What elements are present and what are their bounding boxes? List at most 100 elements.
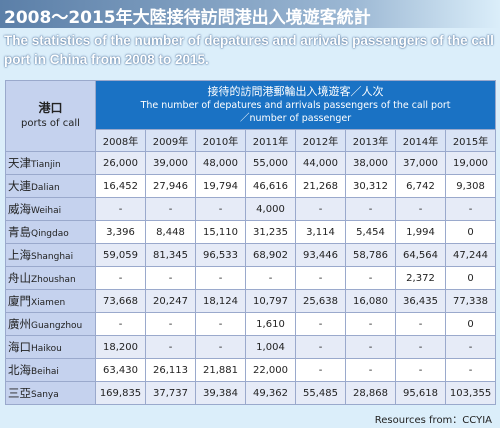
port-en: Tianjin <box>31 160 61 170</box>
value-cell: 38,000 <box>345 151 396 175</box>
value-cell: 1,610 <box>245 312 296 336</box>
value-cell: 0 <box>444 266 497 290</box>
value-cell: 31,235 <box>245 220 296 244</box>
year-header: 2015年 <box>444 129 497 152</box>
port-cn: 大連 <box>8 179 31 193</box>
value-cell: - <box>345 312 396 336</box>
value-cell: 21,881 <box>195 358 246 382</box>
subtitle: The statistics of the number of depature… <box>4 33 494 67</box>
value-cell: - <box>195 197 246 221</box>
value-cell: - <box>195 266 246 290</box>
port-cn: 海口 <box>8 340 31 354</box>
year-header: 2013年 <box>345 129 396 152</box>
value-cell: - <box>444 197 497 221</box>
value-cell: 77,338 <box>444 289 497 313</box>
value-cell: 37,737 <box>145 381 196 405</box>
port-cell: 海口Haikou <box>5 335 96 359</box>
value-cell: 55,000 <box>245 151 296 175</box>
value-cell: - <box>145 197 196 221</box>
value-cell: 6,742 <box>395 174 446 198</box>
value-cell: 30,312 <box>345 174 396 198</box>
table-row: 天津Tianjin 26,000 39,000 48,000 55,000 44,000 3… <box>5 151 497 175</box>
value-cell: 59,059 <box>95 243 146 267</box>
value-cell: - <box>345 335 396 359</box>
port-cn: 上海 <box>8 248 31 262</box>
value-cell: - <box>295 266 346 290</box>
corner-en: ports of call <box>21 118 80 129</box>
table-body: 天津Tianjin 26,000 39,000 48,000 55,000 44,000 3… <box>5 151 497 405</box>
year-row: 2008年 2009年 2010年 2011年 2012年 2013年 2014年 2015年 <box>6 129 497 152</box>
table-row: 海口Haikou 18,200- -1,004- - - - <box>5 335 497 359</box>
year-header: 2008年 <box>95 129 146 152</box>
value-cell: - <box>195 312 246 336</box>
value-cell: - <box>95 266 146 290</box>
year-header: 2009年 <box>145 129 196 152</box>
port-en: Weihai <box>31 206 62 216</box>
value-cell: 18,124 <box>195 289 246 313</box>
value-cell: - <box>95 197 146 221</box>
value-cell: 96,533 <box>195 243 246 267</box>
value-cell: - <box>195 335 246 359</box>
value-cell: 16,452 <box>95 174 146 198</box>
value-cell: - <box>395 335 446 359</box>
group-header: 接待的訪問港郵輪出入境遊客／人次 The number of depatures … <box>94 80 497 130</box>
value-cell: 1,994 <box>395 220 446 244</box>
value-cell: 44,000 <box>295 151 346 175</box>
port-en: Haikou <box>31 344 62 354</box>
value-cell: 26,000 <box>95 151 146 175</box>
year-header: 2012年 <box>295 129 346 152</box>
table-row: 舟山Zhoushan - - - - - -2,372 0 <box>5 266 497 290</box>
value-cell: 16,080 <box>345 289 396 313</box>
value-cell: 58,786 <box>345 243 396 267</box>
table-row: 威海Weihai - - -4,000- - - - <box>5 197 497 221</box>
value-cell: 27,946 <box>145 174 196 198</box>
value-cell: 19,000 <box>444 151 497 175</box>
value-cell: 9,308 <box>444 174 497 198</box>
value-cell: 28,868 <box>345 381 396 405</box>
port-en: Xiamen <box>31 298 66 308</box>
value-cell: - <box>145 266 196 290</box>
value-cell: - <box>444 358 497 382</box>
corner-header: 港口 ports of call <box>5 80 96 152</box>
value-cell: 21,268 <box>295 174 346 198</box>
port-cell: 威海Weihai <box>5 197 96 221</box>
footer: Resources from：CCYIA <box>374 415 492 426</box>
port-cn: 威海 <box>8 202 31 216</box>
value-cell: 10,797 <box>245 289 296 313</box>
table-row: 廈門Xiamen 73,668 20,247 18,124 10,797 25,638 16… <box>5 289 497 313</box>
value-cell: - <box>295 335 346 359</box>
value-cell: - <box>444 335 497 359</box>
value-cell: 15,110 <box>195 220 246 244</box>
value-cell: 64,564 <box>395 243 446 267</box>
value-cell: 68,902 <box>245 243 296 267</box>
table-row: 大連Dalian 16,452 27,946 19,794 46,616 21,268 30… <box>5 174 497 198</box>
value-cell: 3,396 <box>95 220 146 244</box>
data-table: 港口 ports of call 接待的訪問港郵輪出入境遊客／人次 The numb… <box>5 80 497 405</box>
table-row: 上海Shanghai 59,059 81,345 96,533 68,902 93,446… <box>5 243 497 267</box>
value-cell: 5,454 <box>345 220 396 244</box>
value-cell: 26,113 <box>145 358 196 382</box>
port-cell: 北海Beihai <box>5 358 96 382</box>
group-header-cn: 接待的訪問港郵輪出入境遊客／人次 <box>207 85 384 98</box>
value-cell: - <box>95 312 146 336</box>
port-cn: 青島 <box>8 225 31 239</box>
value-cell: 4,000 <box>245 197 296 221</box>
value-cell: 36,435 <box>395 289 446 313</box>
value-cell: - <box>345 358 396 382</box>
port-cell: 廣州Guangzhou <box>5 312 96 336</box>
value-cell: 8,448 <box>145 220 196 244</box>
value-cell: - <box>295 358 346 382</box>
table-row: 三亞Sanya 169,835 37,737 39,384 49,362 55,485 28… <box>5 381 497 405</box>
value-cell: 0 <box>444 312 497 336</box>
value-cell: 0 <box>444 220 497 244</box>
value-cell: 37,000 <box>395 151 446 175</box>
value-cell: 19,794 <box>195 174 246 198</box>
value-cell: 63,430 <box>95 358 146 382</box>
value-cell: 3,114 <box>295 220 346 244</box>
port-cell: 上海Shanghai <box>5 243 96 267</box>
port-cn: 天津 <box>8 156 31 170</box>
year-header: 2014年 <box>395 129 446 152</box>
port-en: Sanya <box>31 390 59 400</box>
port-cn: 北海 <box>8 363 31 377</box>
